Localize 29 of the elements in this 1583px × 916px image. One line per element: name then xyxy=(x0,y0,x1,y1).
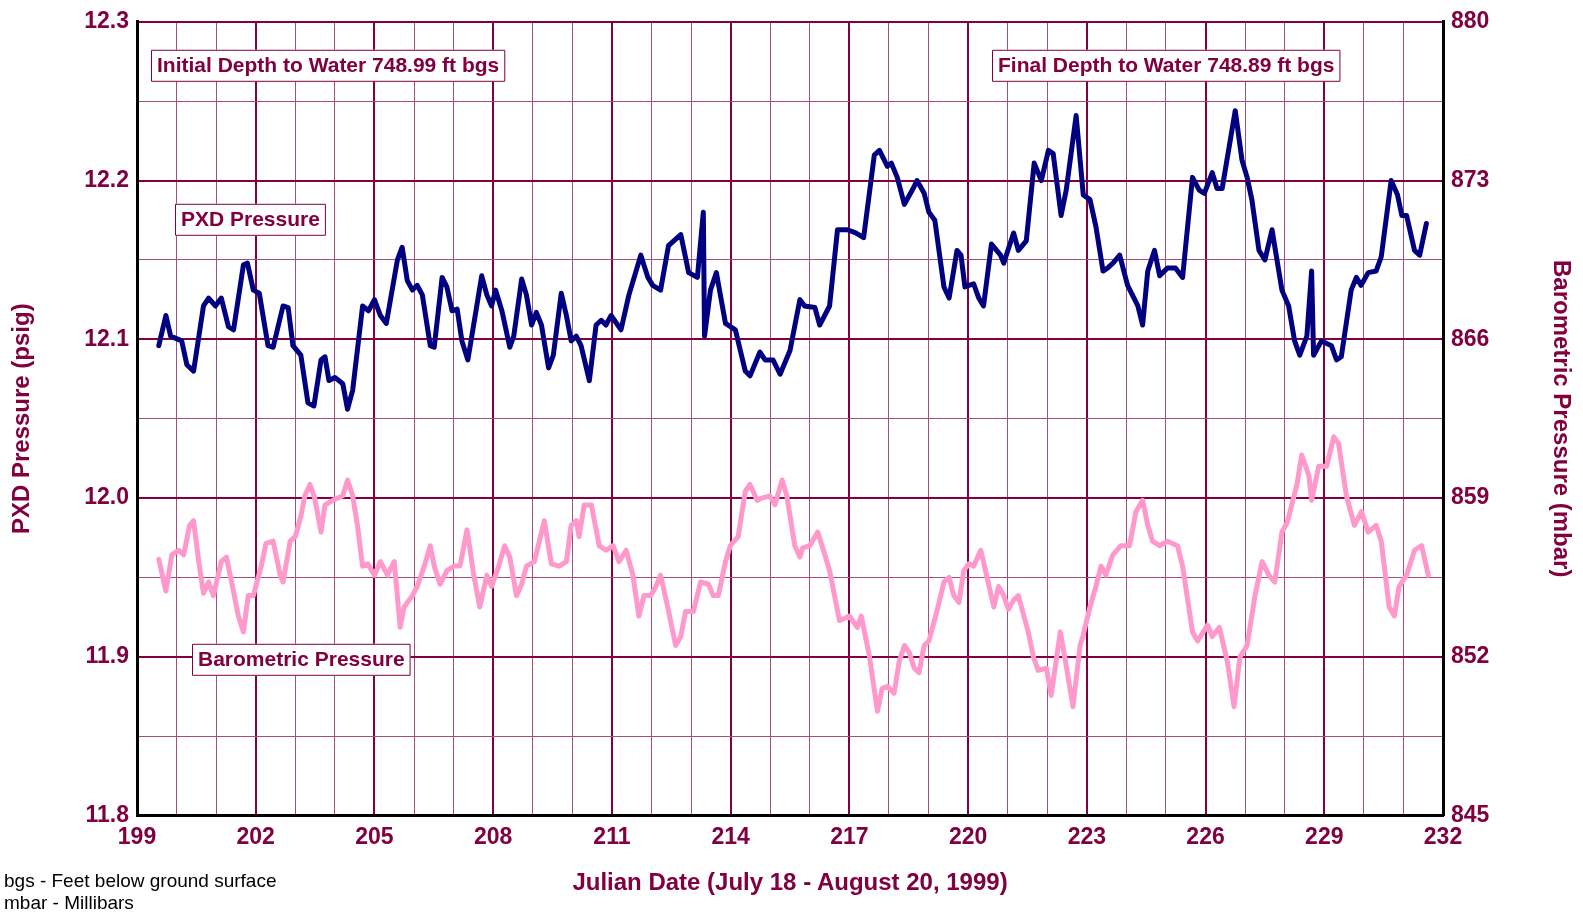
x-axis-title: Julian Date (July 18 - August 20, 1999) xyxy=(572,868,1008,896)
annotation: Initial Depth to Water 748.99 ft bgs xyxy=(157,52,500,76)
y-tick-label: 12.2 xyxy=(84,165,129,192)
x-tick-label: 217 xyxy=(830,822,869,849)
text: PXD Pressure xyxy=(181,206,320,230)
x-tick-label: 214 xyxy=(711,822,751,849)
y2-tick-label: 859 xyxy=(1451,483,1490,510)
x-tick-label: 223 xyxy=(1067,822,1107,849)
y2-axis-title: Barometric Pressure (mbar) xyxy=(1548,259,1576,578)
x-tick-label: 211 xyxy=(593,822,631,849)
series-label: Barometric Pressure xyxy=(198,646,405,670)
annotation: Final Depth to Water 748.89 ft bgs xyxy=(998,52,1335,76)
y-tick-label: 11.9 xyxy=(85,642,129,669)
y-axis-title: PXD Pressure (psig) xyxy=(7,303,35,535)
text: mbar - Millibars xyxy=(4,892,134,914)
y2-tick-label: 866 xyxy=(1451,324,1490,351)
x-tick-label: 220 xyxy=(948,822,988,849)
x-tick-label: 202 xyxy=(236,822,275,849)
x-tick-label: 229 xyxy=(1305,822,1344,849)
y2-tick-label: 880 xyxy=(1451,7,1490,34)
y2-tick-label: 852 xyxy=(1451,642,1490,669)
y-tick-label: 12.0 xyxy=(84,483,129,510)
x-tick-label: 226 xyxy=(1186,822,1225,849)
y-tick-label: 12.1 xyxy=(84,324,130,351)
y-tick-label: 12.3 xyxy=(84,7,129,34)
x-tick-label: 208 xyxy=(473,822,513,849)
y2-tick-label: 873 xyxy=(1451,165,1490,192)
x-tick-label: 205 xyxy=(355,822,394,849)
text: bgs - Feet below ground surface xyxy=(4,870,277,892)
